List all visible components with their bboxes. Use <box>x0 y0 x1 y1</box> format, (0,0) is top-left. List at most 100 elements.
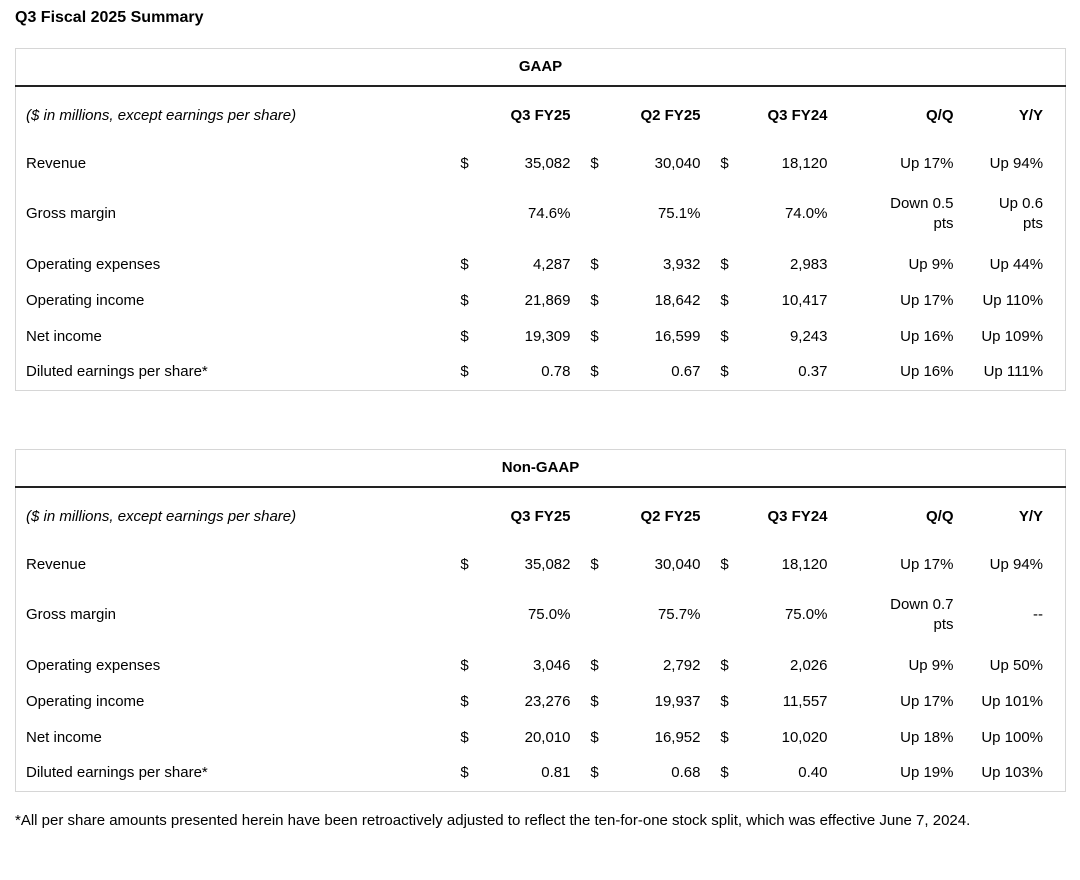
column-header: Q3 FY25 <box>510 508 571 525</box>
table-row: Non-GAAP <box>15 449 1066 488</box>
value-cell: 10,417 <box>781 291 828 309</box>
unit-note: ($ in millions, except earnings per shar… <box>26 508 297 525</box>
value-cell: 21,869 <box>524 291 571 309</box>
value-cell: 18,120 <box>781 154 828 172</box>
column-header: Q2 FY25 <box>640 508 701 525</box>
currency-symbol: $ <box>460 656 469 674</box>
table-row: Revenue $ 35,082 $ 30,040 $ 18,120 Up 17… <box>16 146 1066 182</box>
currency-symbol: $ <box>590 291 599 309</box>
currency-symbol: $ <box>720 255 729 273</box>
value-cell: 75.0% <box>527 606 571 623</box>
yy-cell: Up 100% <box>981 728 1044 746</box>
currency-symbol: $ <box>590 728 599 746</box>
footnote: *All per share amounts presented herein … <box>15 812 971 829</box>
table-row: Gross margin 75.0% 75.7% 75.0% Down 0.7 … <box>16 583 1066 648</box>
currency-symbol: $ <box>590 555 599 573</box>
value-cell: 0.78 <box>541 363 571 381</box>
yy-cell: Up 109% <box>981 327 1044 345</box>
column-header: Y/Y <box>1018 508 1044 525</box>
value-cell: 19,309 <box>524 327 571 345</box>
yy-cell: Up 50% <box>989 656 1044 674</box>
currency-symbol <box>446 182 484 247</box>
value-cell: 2,983 <box>789 255 828 273</box>
currency-symbol <box>571 182 619 247</box>
yy-cell: -- <box>1033 606 1044 623</box>
currency-symbol <box>571 583 619 648</box>
table-title: GAAP <box>15 48 1066 87</box>
qq-cell: Up 17% <box>900 154 954 172</box>
value-cell: 75.7% <box>657 606 701 623</box>
table-row: ($ in millions, except earnings per shar… <box>16 86 1066 146</box>
value-cell: 74.0% <box>784 205 828 222</box>
value-cell: 10,020 <box>781 728 828 746</box>
yy-cell: Up 94% <box>989 154 1044 172</box>
column-header: Q3 FY25 <box>510 107 571 124</box>
row-label: Operating income <box>26 692 145 710</box>
qq-cell: Up 16% <box>900 327 954 345</box>
column-header: Q3 FY24 <box>767 107 828 124</box>
value-cell: 0.68 <box>671 764 701 782</box>
currency-symbol <box>701 182 749 247</box>
yy-cell: Up 44% <box>989 255 1044 273</box>
currency-symbol: $ <box>720 154 729 172</box>
qq-cell: Down 0.7 pts <box>890 596 954 633</box>
qq-cell: Up 17% <box>900 291 954 309</box>
non-gaap-table: Non-GAAP ($ in millions, except earnings… <box>15 449 1067 792</box>
table-title: Non-GAAP <box>15 449 1066 488</box>
value-cell: 3,932 <box>662 255 701 273</box>
value-cell: 16,599 <box>654 327 701 345</box>
row-label: Diluted earnings per share* <box>26 764 208 782</box>
table-row: Net income $ 19,309 $ 16,599 $ 9,243 Up … <box>16 319 1066 355</box>
qq-cell: Up 18% <box>900 728 954 746</box>
row-label: Operating expenses <box>26 255 161 273</box>
yy-cell: Up 110% <box>982 291 1044 309</box>
qq-cell: Down 0.5 pts <box>890 195 954 232</box>
currency-symbol: $ <box>460 154 469 172</box>
currency-symbol: $ <box>460 363 469 381</box>
value-cell: 30,040 <box>654 154 701 172</box>
table-row: Operating expenses $ 4,287 $ 3,932 $ 2,9… <box>16 247 1066 283</box>
currency-symbol: $ <box>460 764 469 782</box>
currency-symbol: $ <box>590 154 599 172</box>
gaap-table: GAAP ($ in millions, except earnings per… <box>15 48 1067 391</box>
yy-cell: Up 101% <box>981 692 1044 710</box>
value-cell: 0.40 <box>798 764 828 782</box>
currency-symbol: $ <box>720 692 729 710</box>
currency-symbol: $ <box>720 291 729 309</box>
value-cell: 0.81 <box>541 764 571 782</box>
value-cell: 23,276 <box>524 692 571 710</box>
currency-symbol: $ <box>460 555 469 573</box>
currency-symbol: $ <box>720 728 729 746</box>
currency-symbol: $ <box>590 255 599 273</box>
column-header: Q2 FY25 <box>640 107 701 124</box>
row-label: Revenue <box>26 154 87 172</box>
page: Q3 Fiscal 2025 Summary GAAP ($ in millio… <box>0 9 1080 880</box>
currency-symbol <box>446 583 484 648</box>
row-label: Operating expenses <box>26 656 161 674</box>
qq-cell: Up 16% <box>900 363 954 381</box>
row-label: Diluted earnings per share* <box>26 363 208 381</box>
value-cell: 75.0% <box>784 606 828 623</box>
column-header: Q/Q <box>925 107 954 124</box>
value-cell: 0.37 <box>798 363 828 381</box>
table-row: Diluted earnings per share* $ 0.78 $ 0.6… <box>16 355 1066 391</box>
currency-symbol: $ <box>460 255 469 273</box>
currency-symbol: $ <box>460 692 469 710</box>
currency-symbol: $ <box>590 327 599 345</box>
table-row: ($ in millions, except earnings per shar… <box>16 487 1066 547</box>
currency-symbol: $ <box>720 656 729 674</box>
value-cell: 16,952 <box>654 728 701 746</box>
table-row: Operating expenses $ 3,046 $ 2,792 $ 2,0… <box>16 648 1066 684</box>
currency-symbol: $ <box>720 764 729 782</box>
qq-cell: Up 17% <box>900 555 954 573</box>
row-label: Net income <box>26 327 102 345</box>
qq-cell: Up 19% <box>900 764 954 782</box>
table-row: Diluted earnings per share* $ 0.81 $ 0.6… <box>16 756 1066 792</box>
currency-symbol: $ <box>460 327 469 345</box>
column-header: Y/Y <box>1018 107 1044 124</box>
table-row: Gross margin 74.6% 75.1% 74.0% Down 0.5 … <box>16 182 1066 247</box>
unit-note: ($ in millions, except earnings per shar… <box>26 107 297 124</box>
value-cell: 2,026 <box>789 656 828 674</box>
value-cell: 74.6% <box>527 205 571 222</box>
yy-cell: Up 94% <box>989 555 1044 573</box>
